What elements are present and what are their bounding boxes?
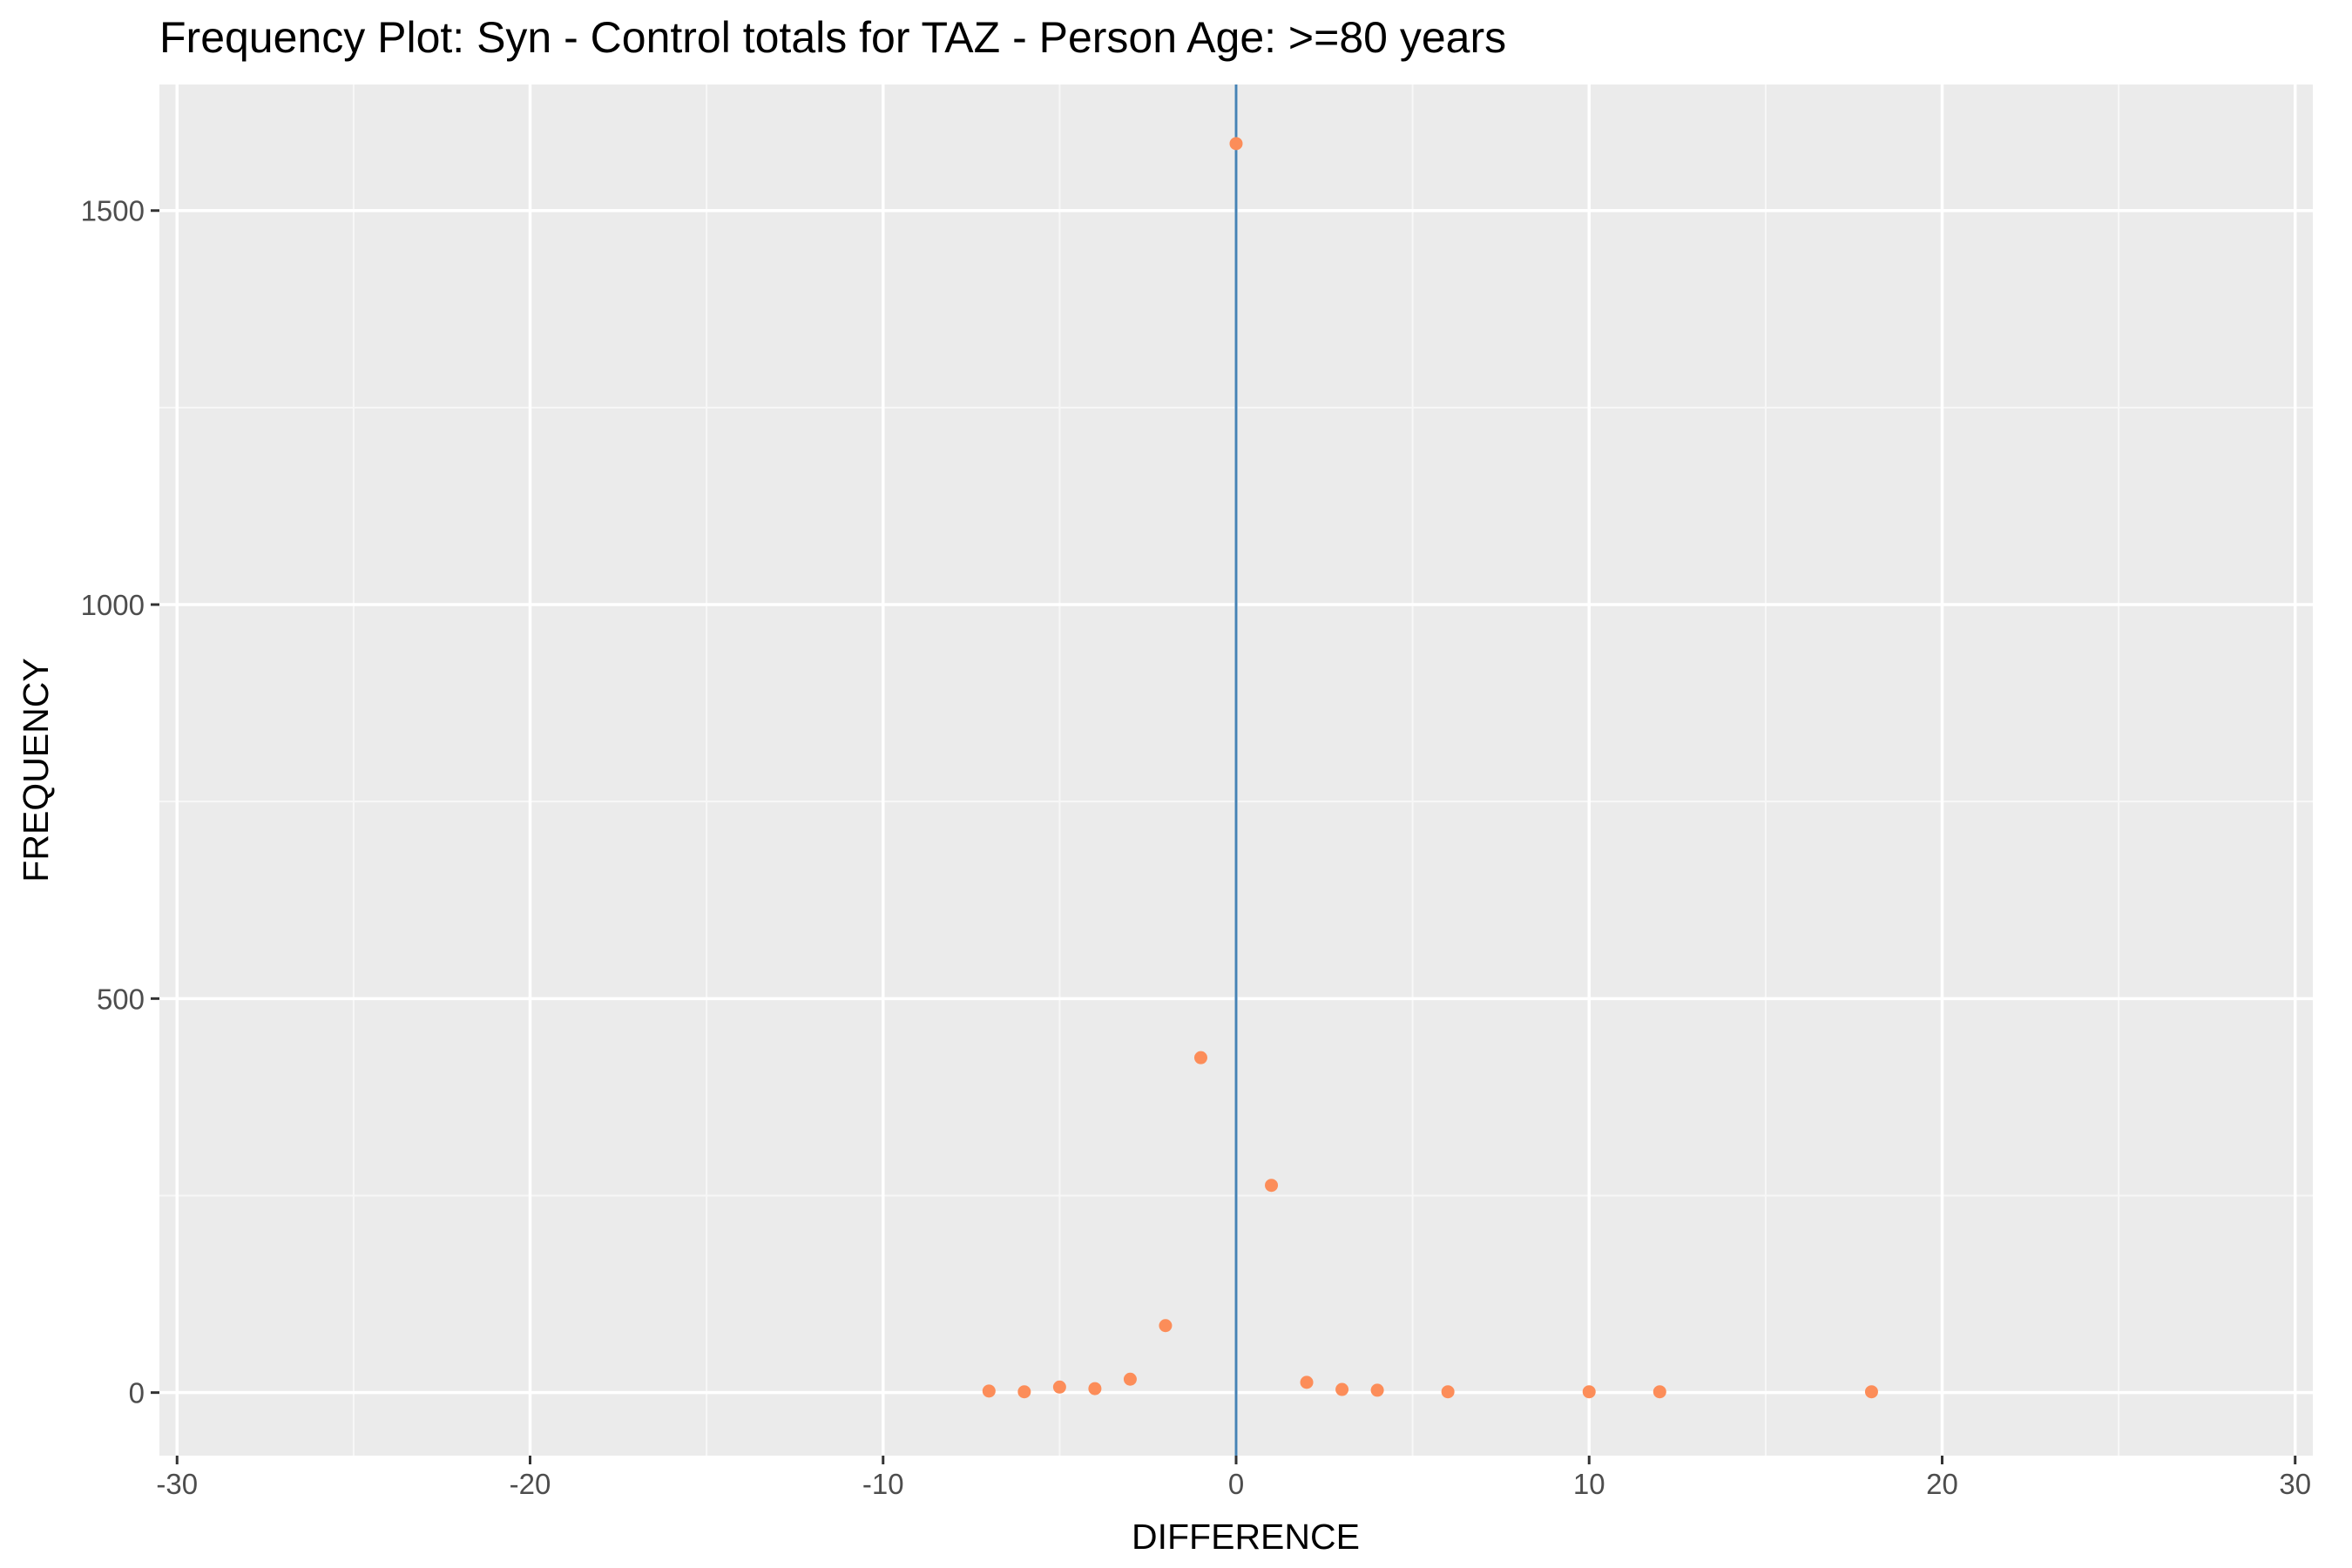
x-tick-label: -10: [862, 1468, 904, 1500]
y-tick-label: 0: [129, 1377, 145, 1409]
y-axis-title: FREQUENCY: [16, 658, 56, 882]
x-axis: -30 -20 -10 0 10 20 30: [156, 1456, 2311, 1500]
data-point: [1052, 1380, 1066, 1394]
x-tick-label: 0: [1228, 1468, 1244, 1500]
major-grid: [159, 84, 2313, 1456]
minor-grid: [159, 84, 2313, 1456]
data-points: [982, 137, 1878, 1399]
x-tick-label: -30: [156, 1468, 198, 1500]
y-axis: 0 500 1000 1500: [81, 195, 159, 1409]
data-point: [1265, 1179, 1279, 1193]
x-axis-title: DIFFERENCE: [1132, 1517, 1360, 1557]
data-point: [1159, 1319, 1173, 1333]
data-point: [1088, 1382, 1102, 1396]
data-point: [1193, 1051, 1207, 1064]
data-point: [1335, 1382, 1349, 1396]
x-tick-label: 30: [2279, 1468, 2311, 1500]
y-tick-label: 500: [97, 983, 145, 1015]
data-point: [1652, 1385, 1666, 1399]
data-point: [1123, 1372, 1137, 1386]
x-tick-label: 20: [1926, 1468, 1958, 1500]
y-tick-label: 1000: [81, 589, 145, 621]
x-tick-label: 10: [1573, 1468, 1605, 1500]
chart-title: Frequency Plot: Syn - Control totals for…: [159, 13, 1506, 62]
data-point: [1229, 137, 1243, 151]
data-point: [1864, 1385, 1878, 1399]
data-point: [1582, 1385, 1596, 1399]
data-point: [1370, 1383, 1384, 1397]
y-tick-label: 1500: [81, 195, 145, 227]
data-point: [1017, 1385, 1031, 1399]
data-point: [1300, 1375, 1314, 1389]
data-point: [982, 1384, 996, 1398]
data-point: [1441, 1385, 1455, 1399]
x-tick-label: -20: [510, 1468, 551, 1500]
